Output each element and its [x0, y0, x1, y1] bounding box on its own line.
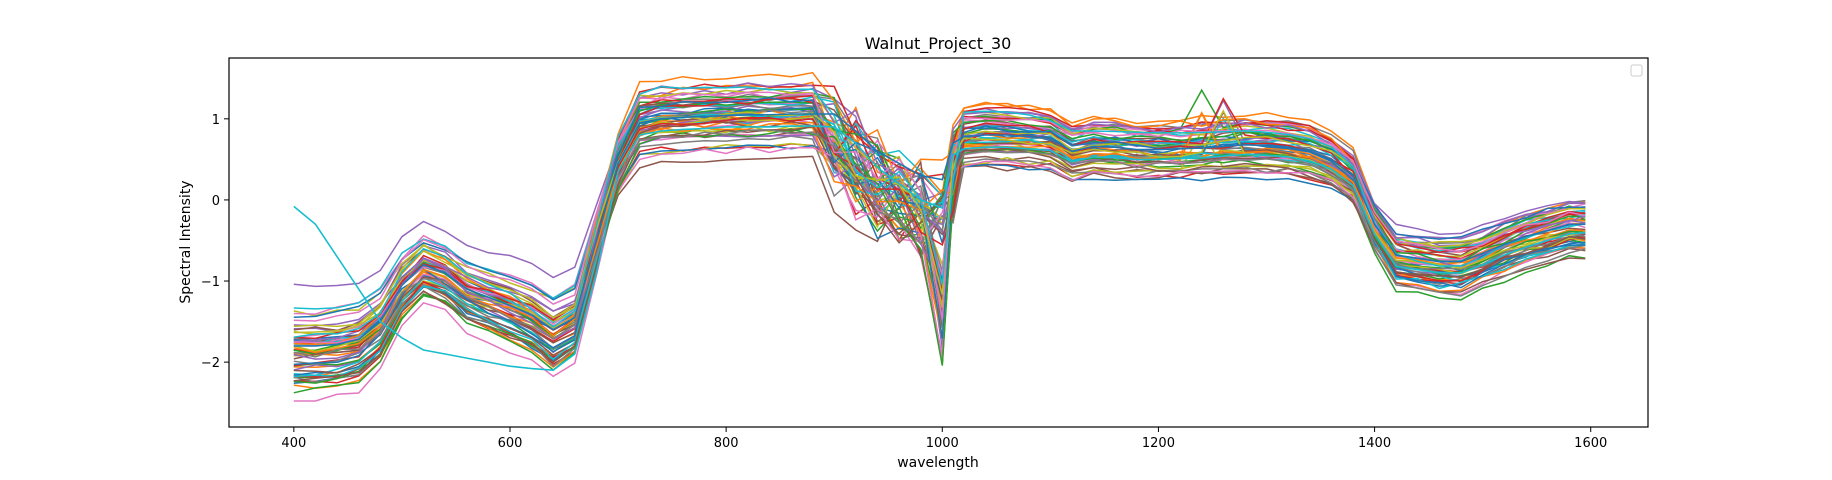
y-tick-label: 1	[212, 113, 220, 128]
x-tick-label: 1200	[1142, 436, 1175, 451]
representative-spectrum-line	[293, 113, 1586, 347]
y-tick-label: 0	[212, 194, 220, 209]
x-tick-label: 1000	[926, 436, 959, 451]
x-tick-label: 600	[498, 436, 523, 451]
outlier-spectrum-line	[293, 125, 1586, 372]
plot-area-frame	[228, 57, 1649, 428]
y-tick-label: −2	[201, 356, 220, 371]
series-layer	[293, 71, 1586, 402]
x-tick-label: 800	[714, 436, 739, 451]
x-axis-label: wavelength	[897, 455, 979, 471]
chart-title: Walnut_Project_30	[865, 34, 1012, 54]
spectrum-line	[293, 111, 1586, 354]
spectrum-line	[293, 85, 1586, 339]
x-tick-label: 1600	[1574, 436, 1607, 451]
x-tick-label: 1400	[1358, 436, 1391, 451]
spectrum-line	[293, 106, 1586, 318]
legend-box	[1630, 64, 1643, 77]
y-axis-label: Spectral Intensity	[178, 180, 194, 303]
x-axis: 400 600 800 1000 1200 1400 1600	[281, 427, 1607, 451]
y-axis: −2 −1 0 1	[201, 113, 229, 371]
y-tick-label: −1	[201, 275, 220, 290]
x-tick-label: 400	[281, 436, 306, 451]
